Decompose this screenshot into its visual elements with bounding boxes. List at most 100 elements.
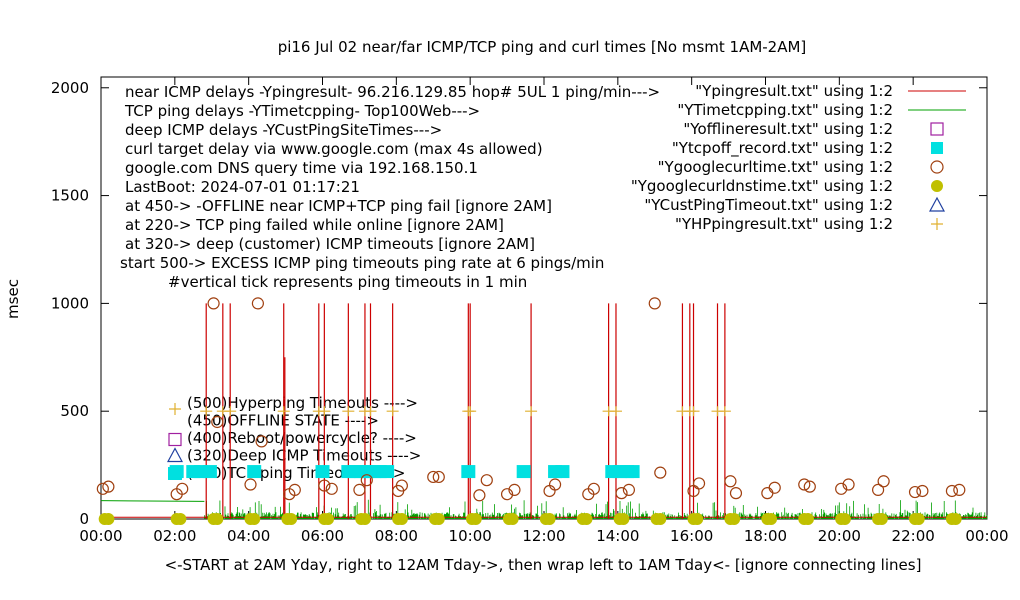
curl-time-point bbox=[251, 297, 264, 310]
info-line: google.com DNS query time via 192.168.15… bbox=[125, 159, 478, 177]
dns-time-point bbox=[654, 513, 667, 525]
legend-entry-label: "Ygooglecurldnstime.txt" using 1:2 bbox=[631, 177, 893, 195]
chart-title: pi16 Jul 02 near/far ICMP/TCP ping and c… bbox=[278, 38, 807, 56]
curl-time-point bbox=[729, 487, 743, 500]
dns-time-point bbox=[543, 513, 556, 525]
curl-time-point bbox=[318, 479, 331, 492]
hyperping-timeout-marker bbox=[718, 406, 731, 417]
curl-time-point bbox=[548, 478, 562, 491]
inner-legend-open-triangle bbox=[166, 447, 184, 463]
curl-time-point bbox=[953, 483, 966, 496]
x-tick-label: 02:00 bbox=[153, 527, 196, 545]
dns-time-point bbox=[174, 513, 187, 525]
curl-time-point bbox=[102, 480, 115, 493]
dns-time-point bbox=[580, 513, 593, 525]
tcp-timeout-marker bbox=[461, 465, 476, 479]
info-line: LastBoot: 2024-07-01 01:17:21 bbox=[125, 178, 360, 196]
hyperping-timeout-marker bbox=[464, 406, 477, 417]
info-line: curl target delay via www.google.com (ma… bbox=[125, 140, 543, 158]
curl-time-point bbox=[480, 474, 493, 487]
dns-time-point bbox=[765, 513, 778, 525]
info-text-block: near ICMP delays -Ypingresult- 96.216.12… bbox=[120, 83, 660, 291]
dns-time-point bbox=[432, 513, 445, 525]
curl-time-point bbox=[615, 487, 628, 500]
info-line: TCP ping delays -YTimetcpping- Top100Web… bbox=[124, 102, 480, 120]
info-line: start 500-> EXCESS ICMP ping timeouts pi… bbox=[120, 254, 604, 272]
x-tick-label: 04:00 bbox=[227, 527, 270, 545]
y-tick-label: 0 bbox=[79, 510, 89, 528]
info-line: at 220-> TCP ping failed while online [i… bbox=[125, 216, 504, 234]
legend-open-circle bbox=[930, 160, 944, 174]
hyperping-timeout-marker bbox=[277, 406, 290, 417]
legend-entry-label: "YTimetcpping.txt" using 1:2 bbox=[677, 101, 893, 119]
legend-open-triangle bbox=[928, 196, 946, 212]
tcp-timeout-marker bbox=[380, 465, 395, 479]
curl-time-point bbox=[207, 297, 220, 310]
curl-time-point bbox=[945, 484, 959, 498]
curl-time-point bbox=[96, 482, 109, 495]
curl-time-point bbox=[325, 482, 338, 495]
y-tick-label: 500 bbox=[60, 402, 89, 420]
legend-entry-label: "Yofflineresult.txt" using 1:2 bbox=[683, 120, 893, 138]
curl-time-point bbox=[508, 483, 521, 496]
curl-time-point bbox=[654, 466, 667, 479]
inner-legend-open-square bbox=[168, 432, 182, 447]
curl-time-point bbox=[877, 475, 890, 488]
y-axis-label: msec bbox=[4, 279, 22, 319]
info-line: deep ICMP delays -YCustPingSiteTimes---> bbox=[125, 121, 442, 139]
curl-time-point bbox=[916, 484, 929, 498]
tcp-timeout-marker bbox=[555, 465, 570, 479]
curl-time-point bbox=[543, 484, 556, 498]
inner-legend-label: (400)Reboot/powercycle? ----> bbox=[187, 429, 417, 447]
x-tick-label: 00:00 bbox=[965, 527, 1008, 545]
x-tick-label: 20:00 bbox=[818, 527, 861, 545]
hyperping-timeout-marker bbox=[609, 406, 622, 417]
hyperping-timeout-marker bbox=[224, 406, 237, 417]
curl-time-point bbox=[761, 487, 774, 500]
x-tick-label: 18:00 bbox=[744, 527, 787, 545]
tcp-timeout-marker bbox=[169, 465, 184, 479]
dns-time-point bbox=[838, 513, 851, 525]
dns-time-point bbox=[691, 513, 704, 525]
legend-plus bbox=[931, 218, 943, 230]
inner-legend-label: (320)Deep ICMP Timeouts ----> bbox=[187, 447, 421, 465]
dns-time-point bbox=[617, 513, 630, 525]
dns-time-point bbox=[395, 513, 408, 525]
x-tick-label: 12:00 bbox=[522, 527, 565, 545]
curl-time-point bbox=[622, 483, 636, 496]
hyperping-timeout-marker bbox=[386, 406, 399, 417]
legend-entry-label: "YCustPingTimeout.txt" using 1:2 bbox=[644, 196, 893, 214]
x-tick-label: 14:00 bbox=[596, 527, 639, 545]
curl-time-point bbox=[692, 477, 706, 490]
curl-time-point bbox=[255, 435, 268, 448]
y-tick-label: 1000 bbox=[51, 294, 89, 312]
tcp-timeout-marker bbox=[202, 465, 217, 479]
tick-labels: 00:00 02:00 04:00 06:00 08:00 10:00 12:00 14:00… bbox=[51, 79, 1009, 545]
dns-time-point bbox=[506, 513, 519, 525]
curl-time-point bbox=[724, 475, 737, 488]
dns-time-point bbox=[469, 513, 482, 525]
info-line: near ICMP delays -Ypingresult- 96.216.12… bbox=[125, 83, 660, 101]
curl-time-point bbox=[211, 415, 224, 429]
x-tick-label: 06:00 bbox=[301, 527, 344, 545]
curl-time-point bbox=[500, 488, 514, 501]
curl-time-point bbox=[803, 480, 816, 493]
dns-time-point bbox=[801, 513, 814, 525]
inner-legend: (500)Hyperping Timeouts ---->(450)OFFLIN… bbox=[166, 394, 421, 482]
y-tick-label: 2000 bbox=[51, 79, 89, 97]
dns-time-point bbox=[949, 513, 962, 525]
x-tick-label: 08:00 bbox=[375, 527, 418, 545]
info-line: at 320-> deep (customer) ICMP timeouts [… bbox=[125, 235, 535, 253]
info-line: at 450-> -OFFLINE near ICMP+TCP ping fai… bbox=[125, 197, 552, 215]
curl-time-point bbox=[842, 478, 855, 491]
hyperping-timeout-marker bbox=[342, 406, 355, 417]
dns-time-point bbox=[285, 513, 298, 525]
hyperping-timeout-marker bbox=[364, 406, 377, 417]
legend-entry-label: "YHPpingresult.txt" using 1:2 bbox=[675, 215, 893, 233]
dns-time-point bbox=[248, 513, 261, 525]
curl-time-point bbox=[908, 485, 922, 499]
dns-time-point bbox=[728, 513, 741, 525]
y-tick-label: 1500 bbox=[51, 187, 89, 205]
inner-legend-label: (450)OFFLINE STATE ----> bbox=[187, 412, 379, 430]
